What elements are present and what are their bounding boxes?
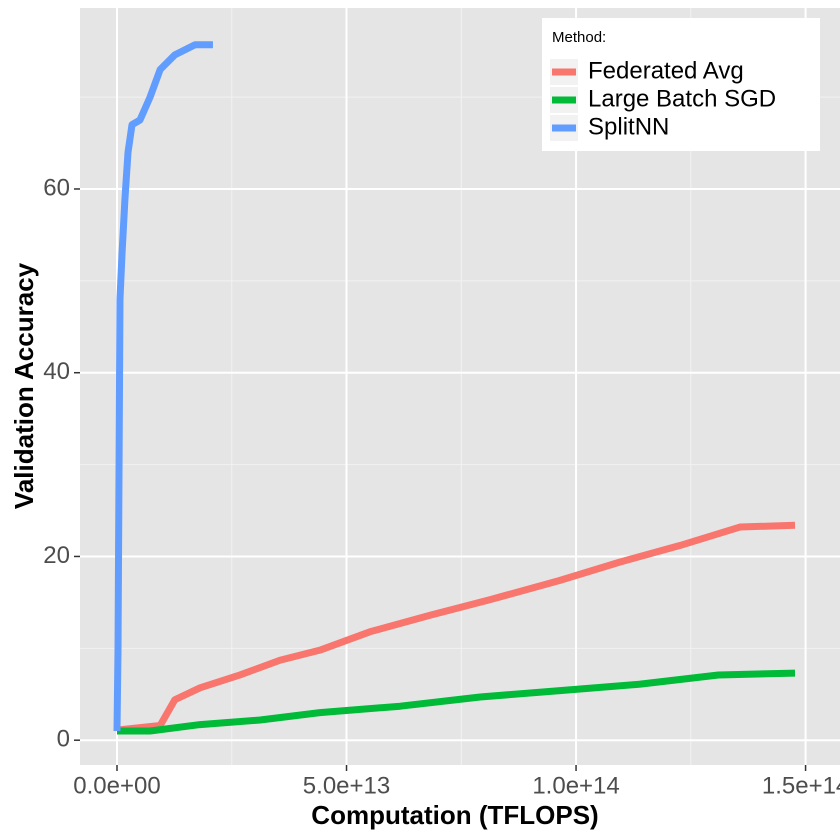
- y-tick-label: 20: [43, 542, 70, 569]
- legend-label: Large Batch SGD: [588, 85, 776, 112]
- y-tick-label: 60: [43, 174, 70, 201]
- series-line: [113, 41, 213, 732]
- x-tick-label: 1.5e+14: [762, 772, 840, 799]
- series-line: [116, 521, 796, 734]
- y-axis-title: Validation Accuracy: [9, 262, 39, 509]
- y-tick-label: 0: [57, 726, 70, 753]
- x-tick-label: 0.0e+00: [73, 772, 160, 799]
- plot-lines: [113, 41, 796, 735]
- x-axis-title: Computation (TFLOPS): [311, 800, 598, 830]
- legend-label: Federated Avg: [588, 57, 744, 84]
- legend-label: SplitNN: [588, 113, 669, 140]
- axes: 0.0e+00 5.0e+13 1.0e+14 1.5e+14 0 20 40 60: [43, 174, 840, 799]
- legend-box: [542, 18, 820, 151]
- x-tick-label: 1.0e+14: [532, 772, 619, 799]
- x-tick-label: 5.0e+13: [303, 772, 390, 799]
- y-tick-label: 40: [43, 358, 70, 385]
- legend-title: Method:: [552, 29, 606, 46]
- series-line: [116, 669, 796, 735]
